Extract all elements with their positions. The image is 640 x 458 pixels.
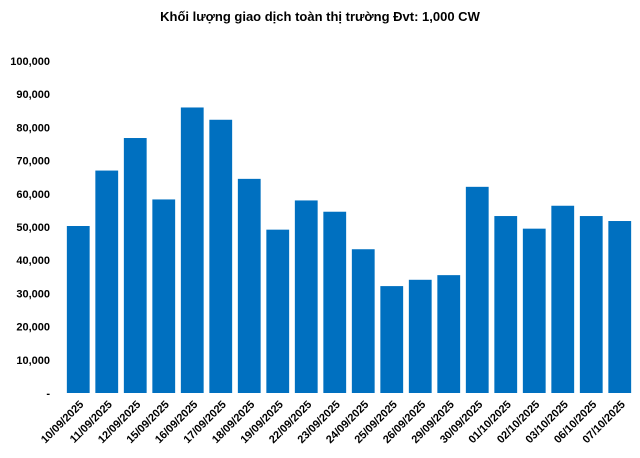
bar bbox=[180, 107, 204, 393]
bar bbox=[494, 216, 518, 393]
bar bbox=[66, 226, 90, 393]
y-tick-label: 60,000 bbox=[16, 189, 50, 201]
bar bbox=[465, 186, 489, 393]
y-tick-label: 50,000 bbox=[16, 222, 50, 234]
bar bbox=[209, 119, 233, 393]
bar bbox=[579, 216, 603, 393]
bar bbox=[551, 205, 575, 393]
bar bbox=[351, 249, 375, 393]
bar bbox=[380, 286, 404, 393]
y-tick-label: 40,000 bbox=[16, 255, 50, 267]
bar bbox=[408, 279, 432, 393]
bar bbox=[608, 221, 632, 393]
bar bbox=[237, 178, 261, 393]
bar bbox=[152, 199, 176, 393]
y-tick-label: 10,000 bbox=[16, 355, 50, 367]
bar bbox=[95, 170, 119, 393]
y-tick-label: 30,000 bbox=[16, 288, 50, 300]
y-axis: - 10,000 20,000 30,000 40,000 50,000 60,000 70,… bbox=[10, 56, 50, 400]
y-tick-label: 100,000 bbox=[10, 56, 50, 68]
bar bbox=[323, 211, 347, 393]
bar bbox=[437, 275, 461, 393]
y-tick-label: - bbox=[46, 388, 50, 400]
bar bbox=[294, 200, 318, 393]
y-tick-label: 80,000 bbox=[16, 122, 50, 134]
x-axis: 10/09/202511/09/202512/09/202515/09/2025… bbox=[39, 399, 628, 446]
bars-group bbox=[66, 107, 632, 393]
y-tick-label: 70,000 bbox=[16, 156, 50, 168]
bar bbox=[123, 138, 147, 393]
y-tick-label: 90,000 bbox=[16, 89, 50, 101]
bar bbox=[522, 228, 546, 393]
y-tick-label: 20,000 bbox=[16, 322, 50, 334]
chart-title: Khối lượng giao dịch toàn thị trường Đvt… bbox=[160, 9, 480, 24]
bar bbox=[266, 229, 290, 393]
